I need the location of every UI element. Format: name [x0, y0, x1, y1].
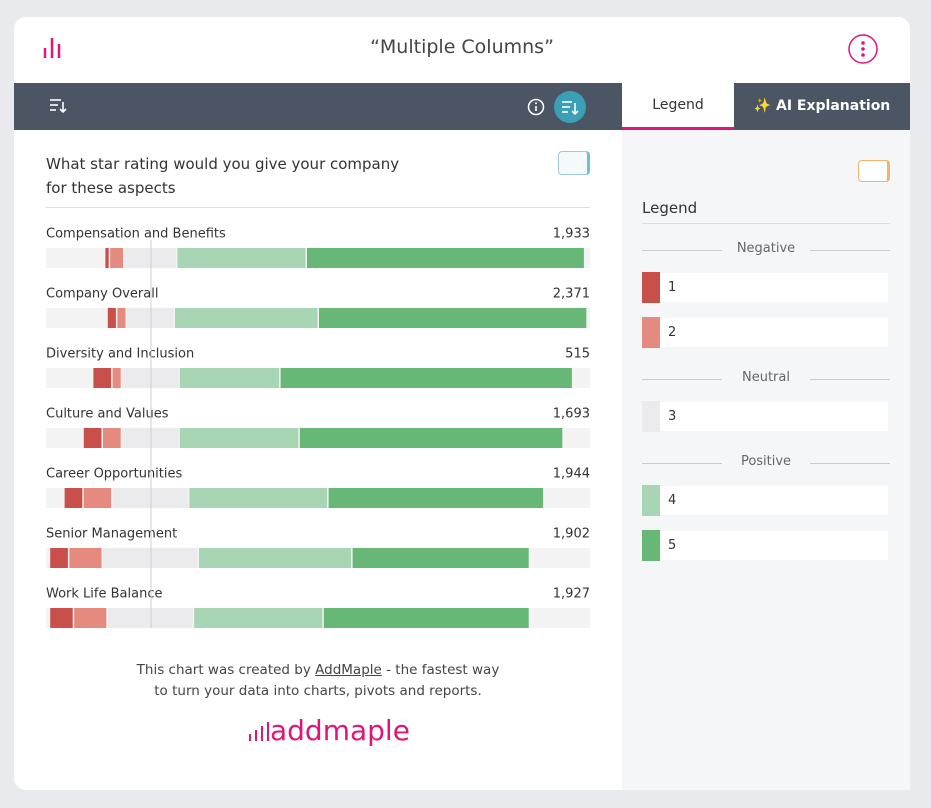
segment: [74, 608, 107, 628]
segment: [112, 368, 121, 388]
folder-button[interactable]: [558, 151, 590, 175]
segment: [50, 608, 73, 628]
segment: [107, 608, 193, 628]
total-label: 1,927: [553, 587, 590, 602]
segment: [122, 428, 179, 448]
info-button[interactable]: [526, 97, 546, 117]
ai-tab[interactable]: ✨ AI Explanation: [753, 98, 891, 114]
segment: [307, 248, 584, 268]
segment: [328, 488, 544, 508]
logo: addmaple: [248, 714, 410, 747]
legend-label: 2: [668, 325, 677, 340]
category-label: Company Overall: [46, 287, 158, 302]
legend-title: Legend: [642, 199, 698, 217]
segment: [103, 428, 121, 448]
legend-item: [642, 402, 888, 431]
segment: [352, 548, 529, 568]
total-label: 1,933: [553, 227, 590, 242]
segment: [179, 368, 280, 388]
category-label: Work Life Balance: [46, 587, 162, 602]
legend-swatch: [642, 317, 660, 348]
segment: [122, 368, 179, 388]
segment: [175, 308, 318, 328]
chart: Compensation and Benefits 1,933 Company Ov…: [46, 227, 590, 628]
segment: [107, 308, 116, 328]
legend-swatch: [642, 485, 660, 516]
segment: [124, 248, 176, 268]
footer-text: This chart was created by AddMaple - the…: [128, 660, 508, 702]
legend-group: Negative: [642, 241, 890, 256]
legend-swatch: [642, 401, 660, 432]
segment: [64, 488, 83, 508]
legend-label: 1: [668, 280, 677, 295]
divider: [642, 223, 890, 224]
logo-text: addmaple: [270, 714, 410, 747]
header-title: “Multiple Columns”: [370, 36, 554, 58]
folder-button[interactable]: [858, 160, 890, 182]
legend-swatch: [642, 272, 660, 303]
legend-group: Positive: [642, 454, 890, 469]
segment: [177, 248, 306, 268]
segment: [110, 248, 124, 268]
total-label: 2,371: [553, 287, 590, 302]
category-label: Culture and Values: [46, 407, 169, 422]
category-label: Compensation and Benefits: [46, 227, 226, 242]
logo-icon: [249, 722, 269, 741]
menu-button[interactable]: [847, 33, 879, 65]
segment: [117, 308, 126, 328]
legend-label: 3: [668, 409, 677, 424]
category-label: Senior Management: [46, 527, 177, 542]
category-label: Diversity and Inclusion: [46, 347, 194, 362]
legend-panel: [622, 130, 910, 790]
toolbar: [14, 83, 910, 130]
segment: [83, 428, 102, 448]
segment: [112, 488, 188, 508]
segment: [105, 248, 109, 268]
segment: [179, 428, 299, 448]
segment: [199, 548, 352, 568]
total-label: 515: [565, 347, 590, 362]
footer-text: This chart was created by: [136, 662, 311, 678]
footer-text: - the fastest way to turn your data into…: [154, 662, 500, 699]
segment: [127, 308, 174, 328]
divider: [46, 207, 590, 208]
legend-item: [642, 531, 888, 560]
segment: [319, 308, 587, 328]
legend-swatch: [642, 530, 660, 561]
total-label: 1,902: [553, 527, 590, 542]
segment: [299, 428, 563, 448]
chart-title: What star rating would you give your com…: [46, 155, 400, 197]
sort-button[interactable]: [48, 97, 68, 115]
legend-item: [642, 273, 888, 302]
legend-tab[interactable]: Legend: [622, 83, 734, 130]
legend-label: 5: [668, 538, 677, 553]
sort-active-button[interactable]: [553, 90, 587, 124]
total-label: 1,944: [553, 467, 590, 482]
segment: [83, 488, 112, 508]
segment: [69, 548, 102, 568]
segment: [50, 548, 68, 568]
segment: [323, 608, 529, 628]
legend-item: [642, 486, 888, 515]
segment: [280, 368, 572, 388]
legend-group: Neutral: [642, 370, 890, 385]
segment: [93, 368, 112, 388]
legend-label: 4: [668, 493, 677, 508]
segment: [194, 608, 323, 628]
segment: [103, 548, 198, 568]
legend-item: [642, 318, 888, 347]
footer-link[interactable]: AddMaple: [315, 662, 382, 678]
chart-icon: [43, 38, 61, 58]
segment: [189, 488, 328, 508]
category-label: Career Opportunities: [46, 467, 183, 482]
total-label: 1,693: [553, 407, 590, 422]
